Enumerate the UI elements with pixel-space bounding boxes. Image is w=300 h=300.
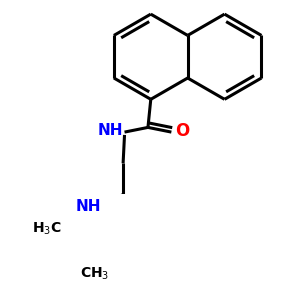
Text: H$_3$C: H$_3$C (32, 221, 62, 237)
Text: O: O (175, 122, 189, 140)
Text: CH$_3$: CH$_3$ (80, 266, 110, 283)
Text: NH: NH (75, 200, 101, 214)
Text: NH: NH (98, 123, 123, 138)
